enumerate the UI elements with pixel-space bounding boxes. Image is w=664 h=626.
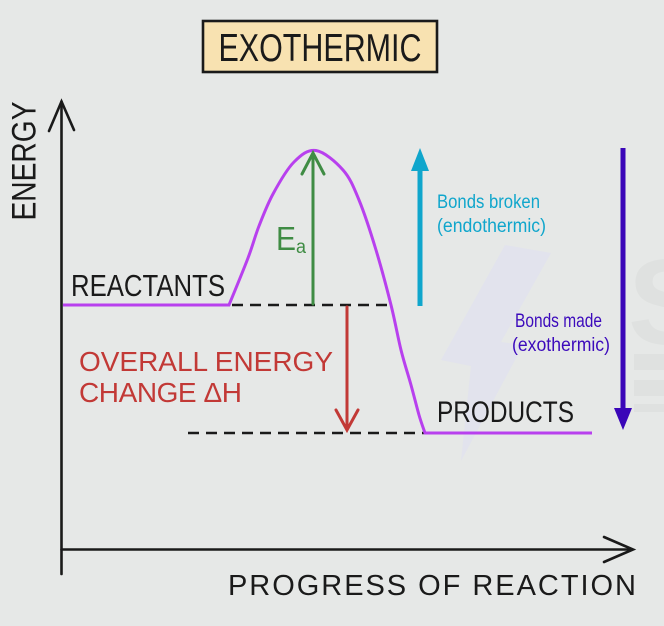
svg-text:OVERALL ENERGY: OVERALL ENERGY xyxy=(79,346,333,377)
svg-text:CHANGE ΔH: CHANGE ΔH xyxy=(79,377,242,408)
svg-text:ENERGY: ENERGY xyxy=(6,102,44,221)
svg-text:(exothermic): (exothermic) xyxy=(512,334,610,356)
svg-text:E: E xyxy=(276,220,296,257)
svg-text:(endothermic): (endothermic) xyxy=(437,215,546,237)
svg-text:Bonds made: Bonds made xyxy=(515,310,602,332)
svg-text:PRODUCTS: PRODUCTS xyxy=(437,396,574,429)
svg-text:REACTANTS: REACTANTS xyxy=(71,268,225,303)
svg-text:PROGRESS OF REACTION: PROGRESS OF REACTION xyxy=(228,570,636,602)
svg-text:Bonds broken: Bonds broken xyxy=(437,191,540,213)
svg-text:S: S xyxy=(628,234,664,370)
svg-text:a: a xyxy=(296,237,306,258)
svg-text:EXOTHERMIC: EXOTHERMIC xyxy=(219,27,422,70)
